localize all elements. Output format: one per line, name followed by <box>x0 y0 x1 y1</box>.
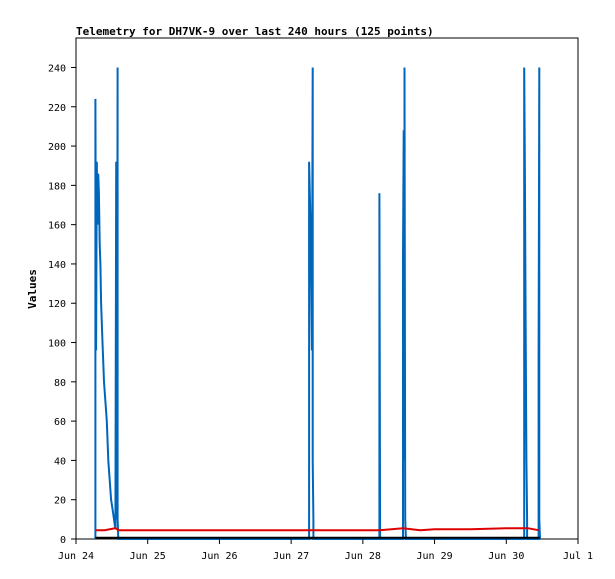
y-axis: 0 20 40 60 80 100 120 140 160 180 200 220 240 <box>48 63 76 546</box>
y-tick-label: 180 <box>48 181 66 192</box>
y-tick-label: 220 <box>48 103 66 114</box>
x-tick-label: Jun 26 <box>201 551 237 562</box>
x-axis: Jun 24 Jun 25 Jun 26 Jun 27 Jun 28 Jun 29 Jun … <box>58 539 593 562</box>
y-tick-label: 100 <box>48 339 66 350</box>
y-tick-label: 60 <box>54 417 66 428</box>
y-tick-label: 40 <box>54 456 66 467</box>
y-tick-label: 0 <box>60 535 66 546</box>
y-tick-label: 20 <box>54 496 66 507</box>
y-tick-label: 120 <box>48 299 66 310</box>
x-tick-label: Jun 24 <box>58 551 94 562</box>
chart-title: Telemetry for DH7VK-9 over last 240 hour… <box>76 25 434 38</box>
plot-frame <box>75 37 579 540</box>
x-tick-label: Jun 28 <box>345 551 381 562</box>
y-tick-label: 160 <box>48 221 66 232</box>
x-tick-label: Jun 27 <box>273 551 309 562</box>
series-line-2 <box>95 527 539 532</box>
y-tick-label: 240 <box>48 63 66 74</box>
x-tick-label: Jul 1 <box>563 551 593 562</box>
x-tick-label: Jun 30 <box>488 551 524 562</box>
y-tick-label: 140 <box>48 260 66 271</box>
y-tick-label: 200 <box>48 142 66 153</box>
x-tick-label: Jun 25 <box>130 551 166 562</box>
y-axis-label: Values <box>26 269 39 309</box>
series-line-1 <box>94 67 541 540</box>
y-tick-label: 80 <box>54 378 66 389</box>
x-tick-label: Jun 29 <box>417 551 453 562</box>
plot-area <box>75 37 579 540</box>
